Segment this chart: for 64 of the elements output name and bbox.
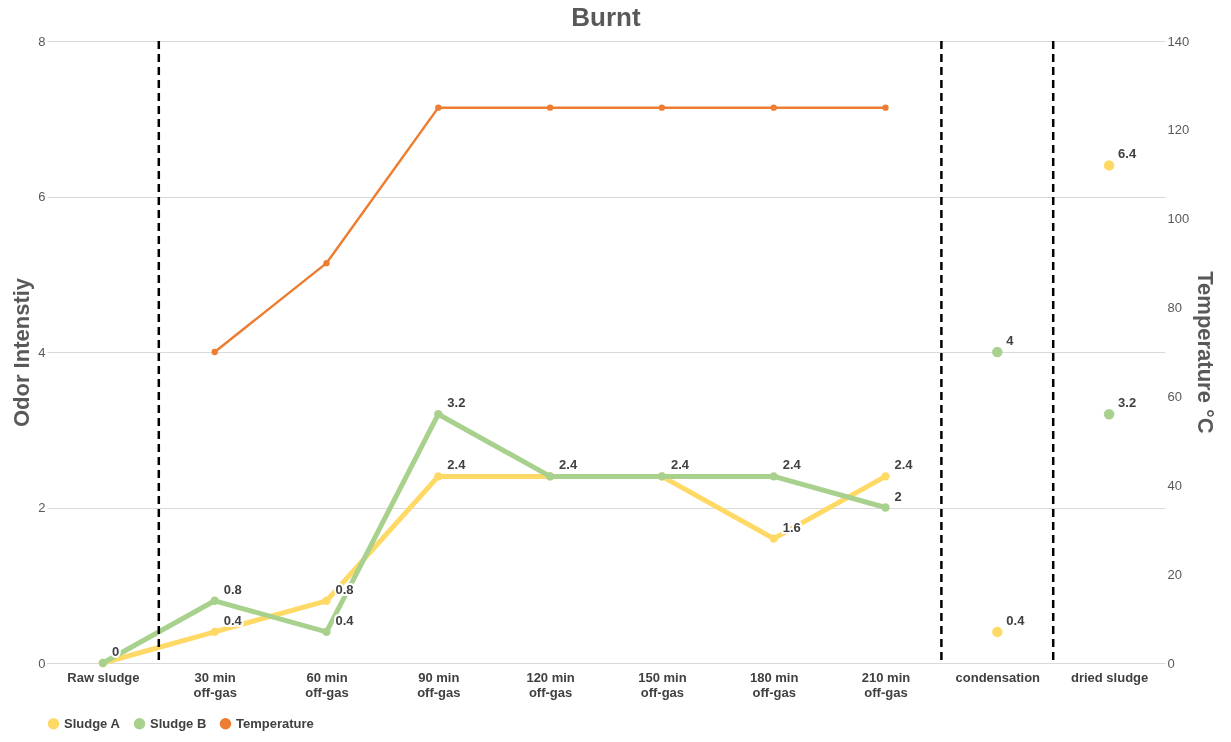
point [769, 534, 778, 543]
data-label: 2.4 [894, 457, 914, 473]
point [992, 346, 1003, 358]
data-label: 3.2 [447, 395, 466, 411]
point [992, 626, 1003, 638]
y-tick-label: 8 [38, 33, 46, 49]
y-axis-title: Odor Intenstiy [9, 277, 35, 428]
x-tick-label: 150 min off-gas [638, 669, 687, 700]
y2-tick-label: 80 [1167, 300, 1182, 316]
point [434, 472, 443, 481]
point [322, 596, 331, 605]
point [434, 410, 443, 419]
y2-axis-title: Temperature °C [1193, 271, 1219, 434]
point [770, 104, 777, 111]
y-tick-label: 2 [38, 500, 46, 515]
data-label: 6.4 [1118, 146, 1137, 162]
data-label: 2.4 [670, 457, 690, 473]
point [1103, 160, 1115, 171]
point [1103, 408, 1115, 420]
x-tick-label: Raw sludge [67, 669, 140, 685]
x-tick-label: 120 min off-gas [526, 669, 575, 700]
data-label: 2 [894, 488, 902, 504]
point [881, 472, 890, 481]
y2-tick-label: 100 [1167, 211, 1190, 227]
data-label: 4 [1006, 333, 1015, 348]
x-tick-label: 60 min off-gas [305, 669, 349, 700]
data-label: 0.4 [1006, 612, 1026, 628]
point [881, 503, 890, 512]
point [658, 104, 666, 111]
point [769, 472, 778, 481]
legend-label: Sludge B [150, 715, 207, 731]
y2-tick-label: 120 [1167, 122, 1190, 138]
point [210, 627, 219, 637]
data-label: 0.4 [335, 612, 355, 628]
x-tick-label: 30 min off-gas [193, 669, 237, 700]
point [323, 259, 330, 267]
point [211, 348, 218, 356]
y2-tick-label: 60 [1167, 388, 1182, 404]
point [435, 104, 442, 111]
data-label: 0.4 [223, 612, 243, 628]
x-tick-label: 180 min off-gas [749, 669, 799, 700]
chart-title: Burnt [571, 2, 641, 32]
legend-label: Temperature [236, 715, 314, 731]
data-label: 0.8 [223, 581, 242, 597]
point [546, 104, 554, 111]
y2-tick-label: 40 [1167, 477, 1182, 493]
x-tick-label: condensation [955, 669, 1041, 685]
data-label: 2.4 [559, 457, 578, 473]
x-tick-label: dried sludge [1070, 669, 1149, 685]
y-tick-label: 6 [38, 189, 46, 204]
y2-tick-label: 140 [1167, 33, 1190, 49]
data-label: 2.4 [447, 457, 467, 473]
point [210, 596, 219, 605]
y-tick-label: 0 [38, 655, 46, 671]
y2-tick-label: 20 [1167, 566, 1182, 582]
x-tick-label: 90 min off-gas [417, 669, 461, 700]
legend-label: Sludge A [64, 715, 121, 731]
y2-tick-label: 0 [1167, 655, 1175, 671]
point [322, 627, 331, 637]
point [882, 104, 889, 111]
y-tick-label: 4 [38, 344, 46, 360]
data-label: 2.4 [782, 457, 802, 473]
data-label: 3.2 [1118, 395, 1137, 411]
x-tick-label: 210 min off-gas [861, 669, 911, 700]
